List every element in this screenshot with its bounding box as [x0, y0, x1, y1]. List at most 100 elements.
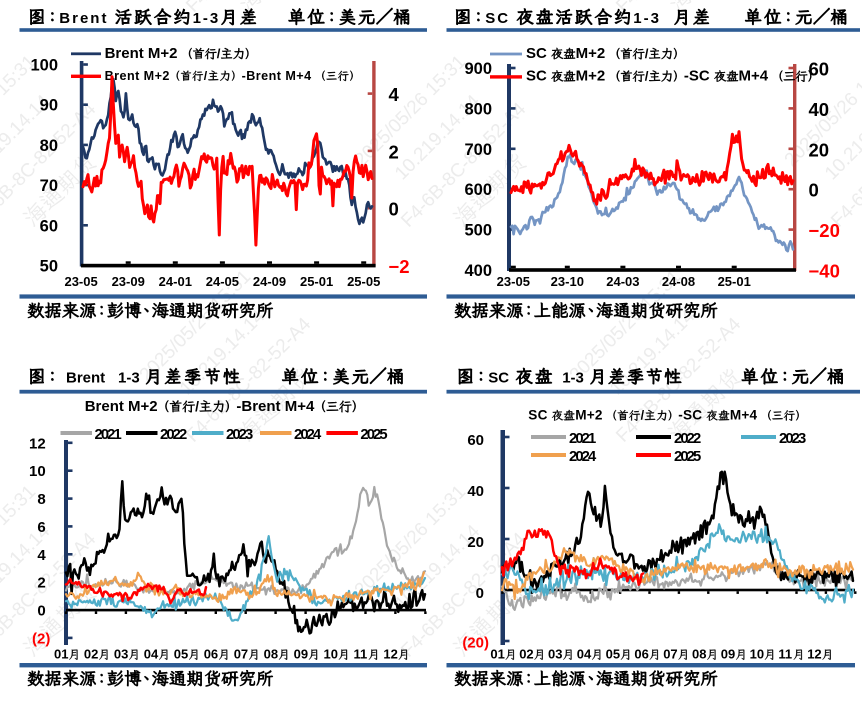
svg-text:10: 10	[750, 647, 764, 662]
svg-text:SC: SC	[485, 10, 510, 27]
svg-text:2025: 2025	[360, 427, 387, 443]
svg-text:2024: 2024	[569, 449, 597, 465]
svg-text:80: 80	[40, 137, 58, 155]
svg-text:SC: SC	[526, 45, 547, 62]
svg-text:02: 02	[84, 647, 98, 662]
svg-text:24-08: 24-08	[662, 274, 695, 289]
svg-text:25-05: 25-05	[347, 274, 380, 289]
svg-text:2023: 2023	[779, 431, 806, 447]
svg-text:-SC: -SC	[684, 68, 710, 85]
svg-text:08: 08	[264, 647, 278, 662]
svg-text:23-05: 23-05	[497, 274, 530, 289]
svg-text:4: 4	[37, 547, 46, 564]
svg-text:90: 90	[40, 97, 58, 115]
svg-text:M+4: M+4	[730, 408, 758, 423]
svg-text:/: /	[645, 46, 649, 61]
svg-text:60: 60	[40, 217, 58, 235]
svg-text:0: 0	[476, 585, 484, 602]
svg-text:Brent: Brent	[66, 370, 105, 387]
svg-text:Brent M+2: Brent M+2	[85, 398, 158, 415]
svg-text:−40: −40	[809, 261, 840, 282]
svg-text:100: 100	[30, 57, 58, 75]
svg-text:12: 12	[383, 647, 397, 662]
svg-text:07: 07	[234, 647, 248, 662]
svg-text:23-10: 23-10	[551, 274, 584, 289]
svg-text:800: 800	[464, 100, 492, 118]
svg-text:10: 10	[324, 647, 338, 662]
svg-text:1-3: 1-3	[562, 370, 584, 387]
svg-text:Brent: Brent	[59, 10, 108, 27]
svg-text:25-01: 25-01	[300, 274, 333, 289]
svg-text:24-09: 24-09	[253, 274, 286, 289]
svg-text:40: 40	[467, 483, 484, 500]
svg-text:0: 0	[389, 199, 399, 220]
svg-text:M+2: M+2	[576, 45, 606, 62]
svg-text:09: 09	[294, 647, 308, 662]
svg-text:20: 20	[809, 139, 830, 160]
svg-text:2024: 2024	[294, 427, 322, 443]
svg-text:SC: SC	[528, 408, 547, 423]
svg-text:02: 02	[519, 647, 533, 662]
svg-text:-Brent M+4: -Brent M+4	[242, 69, 312, 83]
svg-text:10: 10	[29, 463, 46, 480]
svg-text:60: 60	[809, 59, 830, 80]
svg-text:07: 07	[663, 647, 677, 662]
svg-text:600: 600	[464, 181, 492, 199]
svg-text:(2): (2)	[32, 630, 50, 647]
svg-text:25-01: 25-01	[718, 274, 751, 289]
svg-text:M+2: M+2	[576, 68, 606, 85]
svg-text:12: 12	[29, 435, 46, 452]
svg-text:−20: −20	[809, 220, 840, 241]
svg-text:500: 500	[464, 222, 492, 240]
svg-text:24-05: 24-05	[206, 274, 239, 289]
svg-text:04: 04	[144, 647, 159, 662]
svg-text:12: 12	[807, 647, 821, 662]
svg-text:05: 05	[606, 647, 620, 662]
svg-text:0: 0	[37, 603, 45, 620]
svg-text:08: 08	[692, 647, 706, 662]
svg-text:(20): (20)	[462, 635, 489, 652]
svg-text:11: 11	[778, 647, 792, 662]
svg-text:8: 8	[37, 491, 45, 508]
svg-text:/: /	[195, 398, 199, 414]
svg-text:6: 6	[37, 519, 45, 536]
svg-text:1-3: 1-3	[193, 10, 221, 27]
svg-text:2021: 2021	[95, 427, 122, 443]
svg-text:04: 04	[577, 647, 592, 662]
svg-text:24-03: 24-03	[606, 274, 639, 289]
svg-text:400: 400	[464, 262, 492, 280]
svg-text:23-09: 23-09	[112, 274, 145, 289]
svg-text:1-3: 1-3	[118, 370, 140, 387]
svg-text:Brent M+2: Brent M+2	[105, 45, 178, 62]
svg-text:/: /	[645, 69, 649, 84]
svg-text:01: 01	[490, 647, 504, 662]
svg-text:2: 2	[389, 141, 399, 162]
svg-text:/: /	[204, 69, 208, 83]
svg-text:Brent M+2: Brent M+2	[105, 69, 170, 83]
svg-text:SC: SC	[526, 68, 547, 85]
svg-text:M+2: M+2	[575, 408, 603, 423]
svg-text:20: 20	[467, 534, 484, 551]
svg-text:/: /	[641, 409, 645, 423]
svg-text:06: 06	[634, 647, 648, 662]
svg-text:03: 03	[548, 647, 562, 662]
svg-text:−2: −2	[389, 256, 410, 277]
svg-text:2023: 2023	[226, 427, 253, 443]
svg-text:09: 09	[721, 647, 735, 662]
svg-text:2022: 2022	[674, 431, 701, 447]
svg-text:M+4: M+4	[739, 68, 769, 85]
svg-text:60: 60	[467, 432, 484, 449]
svg-text:70: 70	[40, 177, 58, 195]
svg-text:24-01: 24-01	[159, 274, 192, 289]
svg-text:-SC: -SC	[678, 408, 702, 423]
svg-text:23-05: 23-05	[64, 274, 97, 289]
svg-text:-Brent M+4: -Brent M+4	[236, 398, 315, 415]
svg-text:40: 40	[809, 99, 830, 120]
svg-text:700: 700	[464, 141, 492, 159]
svg-text:05: 05	[174, 647, 188, 662]
svg-text:01: 01	[54, 647, 68, 662]
svg-text:06: 06	[204, 647, 218, 662]
svg-text:2021: 2021	[569, 431, 596, 447]
svg-text:03: 03	[114, 647, 128, 662]
svg-text:11: 11	[354, 647, 368, 662]
